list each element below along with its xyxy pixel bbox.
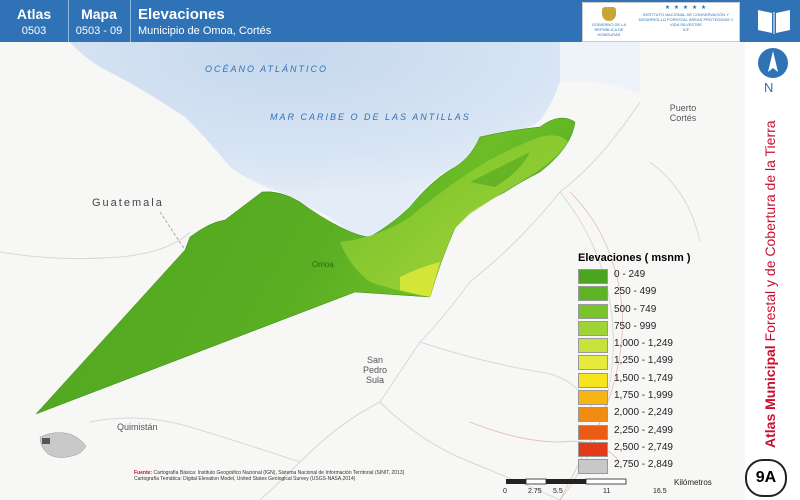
legend-item: 2,500 - 2,749: [578, 441, 728, 458]
legend-swatch: [578, 355, 608, 371]
atlas-book-icon: [748, 0, 800, 42]
map-code-badge: 9A: [745, 459, 787, 497]
icf-logo: ★ ★ ★ ★ ★ INSTITUTO NACIONAL DE CONSERVA…: [637, 5, 735, 39]
legend-label: 2,000 - 2,249: [614, 407, 673, 419]
institution-logos: GOBIERNO DE LA REPÚBLICA DE HONDURAS ★ ★…: [582, 2, 740, 42]
atlas-vertical-title: Atlas Municipal Forestal y de Cobertura …: [762, 120, 778, 448]
north-arrow-icon: [758, 48, 788, 78]
atlas-cell: Atlas 0503: [0, 0, 69, 42]
legend-item: 1,250 - 1,499: [578, 354, 728, 371]
place-omoa: Omoa: [312, 260, 334, 269]
header-bar: Atlas 0503 Mapa 0503 - 09 Elevaciones Mu…: [0, 0, 800, 42]
legend-swatch: [578, 372, 608, 388]
government-logo: GOBIERNO DE LA REPÚBLICA DE HONDURAS: [587, 5, 631, 39]
legend-item: 750 - 999: [578, 320, 728, 337]
legend-item: 2,000 - 2,249: [578, 406, 728, 423]
sea-label: MAR CARIBE O DE LAS ANTILLAS: [270, 112, 471, 122]
legend-item: 1,000 - 1,249: [578, 337, 728, 354]
legend-label: 1,500 - 1,749: [614, 372, 673, 384]
atlas-number: 0503: [21, 25, 47, 37]
mapa-label: Mapa: [81, 6, 117, 22]
legend-swatch: [578, 338, 608, 354]
ocean-label: OCÉANO ATLÁNTICO: [205, 64, 329, 74]
vertical-title-rest: Forestal y de Cobertura de la Tierra: [762, 120, 778, 346]
title-block: Elevaciones Municipio de Omoa, Cortés: [138, 6, 271, 37]
scale-tick-label: 0: [503, 488, 507, 495]
source-note: Fuente: Cartografía Básica: Instituto Ge…: [134, 470, 464, 482]
vertical-title-bold: Atlas Municipal: [762, 345, 778, 448]
source-label: Fuente:: [134, 470, 153, 476]
legend-swatch: [578, 269, 608, 284]
legend-item: 500 - 749: [578, 303, 728, 320]
highland-zone: [340, 135, 568, 297]
legend-swatch: [578, 303, 608, 319]
legend-label: 1,000 - 1,249: [614, 338, 673, 350]
scale-tick-label: 11: [603, 488, 611, 495]
source-line-1: Cartografía Básica: Instituto Geográfico…: [153, 470, 405, 476]
legend-label: 0 - 249: [614, 269, 646, 280]
legend-item: 2,750 - 2,849: [578, 458, 728, 475]
north-label: N: [764, 80, 774, 95]
legend-item: 0 - 249: [578, 268, 728, 285]
map-canvas: OCÉANO ATLÁNTICO MAR CARIBE O DE LAS ANT…: [0, 42, 745, 500]
coat-of-arms-icon: [602, 7, 616, 21]
map-svg: [0, 42, 745, 500]
legend-items: 0 - 249 250 - 499 500 - 749 750 - 999 1,000 …: [578, 268, 728, 476]
legend-swatch: [578, 390, 608, 406]
legend-label: 2,750 - 2,849: [614, 459, 673, 471]
legend-item: 250 - 499: [578, 285, 728, 302]
page-subtitle: Municipio de Omoa, Cortés: [138, 25, 272, 37]
legend-label: 250 - 499: [614, 286, 657, 298]
mapa-cell: Mapa 0503 - 09: [68, 0, 131, 42]
page-title: Elevaciones: [138, 6, 225, 23]
legend: Elevaciones ( msnm ) 0 - 249 250 - 499 500…: [578, 252, 728, 476]
legend-label: 500 - 749: [614, 303, 657, 315]
government-logo-text: GOBIERNO DE LA REPÚBLICA DE HONDURAS: [591, 22, 627, 37]
legend-swatch: [578, 441, 608, 457]
place-san-pedro-sula: San Pedro Sula: [362, 355, 388, 385]
scale-tick-label: 5.5: [553, 488, 563, 495]
scale-tick-label: 2.75: [528, 488, 542, 495]
scale-bar: 0 2.75 5.5 11 16.5 Kilómetros: [503, 474, 736, 498]
scale-unit: Kilómetros: [674, 478, 712, 487]
icf-logo-text: INSTITUTO NACIONAL DE CONSERVACIÓN Y DES…: [638, 12, 734, 27]
legend-swatch: [578, 286, 608, 302]
legend-swatch: [578, 459, 608, 475]
legend-swatch: [578, 424, 608, 440]
legend-title: Elevaciones ( msnm ): [578, 252, 691, 264]
scale-tick-label: 16.5: [653, 488, 667, 495]
stars-icon: ★ ★ ★ ★ ★: [664, 5, 708, 11]
icf-abbrev: ICF: [682, 27, 690, 32]
honduras-inset: [39, 432, 87, 458]
atlas-label: Atlas: [16, 6, 52, 22]
place-quimistan: Quimistán: [117, 422, 158, 432]
caribbean-sea: [70, 42, 560, 239]
scale-bar-graphic: [506, 478, 627, 485]
legend-swatch: [578, 407, 608, 423]
omoa-municipality: [35, 117, 576, 415]
place-guatemala: Guatemala: [92, 197, 164, 209]
mapa-number: 0503 - 09: [75, 25, 123, 37]
legend-label: 1,250 - 1,499: [614, 355, 673, 367]
legend-label: 2,500 - 2,749: [614, 441, 673, 453]
legend-swatch: [578, 320, 608, 336]
source-line-2: Cartografía Temática: Digital Elevation …: [134, 476, 356, 482]
legend-item: 1,500 - 1,749: [578, 372, 728, 389]
legend-item: 2,250 - 2,499: [578, 424, 728, 441]
place-puerto-cortes: Puerto Cortés: [669, 103, 697, 123]
legend-item: 1,750 - 1,999: [578, 389, 728, 406]
legend-label: 2,250 - 2,499: [614, 424, 673, 436]
side-panel: [748, 42, 800, 500]
legend-label: 1,750 - 1,999: [614, 390, 673, 402]
legend-label: 750 - 999: [614, 320, 657, 332]
